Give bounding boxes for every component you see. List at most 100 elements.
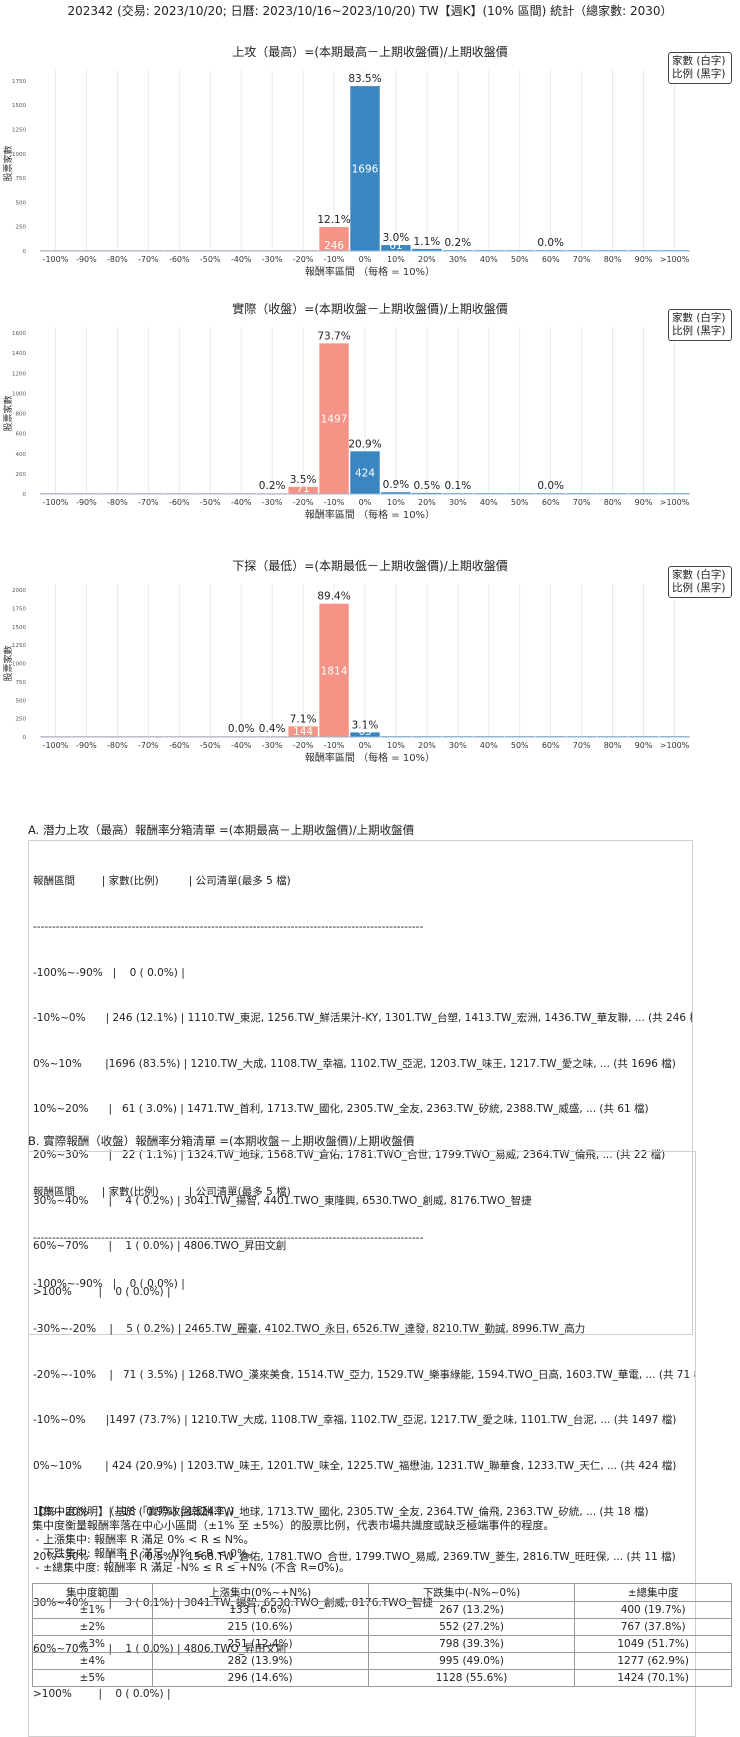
concentration-rule-down: - 下跌集中: 報酬率 R 滿足 -N% ≤ R < 0%。 [32,1547,259,1560]
x-tick-label: 90% [635,741,653,750]
x-tick-label: -70% [138,498,159,507]
x-tick-label: -10% [324,498,345,507]
x-tick-label: 0% [359,741,372,750]
x-tick-label: -60% [169,741,190,750]
bar [350,451,380,494]
bar-count-label: 1497 [321,414,348,426]
bar-percent-label: 0.2% [259,480,286,492]
y-axis-label: 股票家數 [2,145,14,181]
table-cell: 798 (39.3%) [367,1635,576,1653]
x-tick-label: -90% [76,741,97,750]
chart-title: 實際（收盤）=(本期收盤－上期收盤價)/上期收盤價 [232,301,507,316]
x-tick-label: 20% [418,741,436,750]
bar-percent-label: 73.7% [317,330,350,342]
bar-count-label: 63 [358,726,371,738]
legend-line-ratio: 比例 (黑字) [672,325,726,337]
bar [319,343,349,494]
table-cell: 251 (12.4%) [151,1635,369,1653]
chart-high: 上攻（最高）=(本期最高－上期收盤價)/上期收盤價 0 250 500 750 1000 1… [0,40,740,280]
x-tick-label: -40% [231,255,252,264]
y-tick-label: 500 [16,200,27,206]
listing-line: >100% | 0 ( 0.0%) | [33,1285,171,1298]
bar-percent-label: 3.0% [383,232,410,244]
bar-percent-label: 0.2% [445,237,472,249]
x-tick-label: -30% [262,255,283,264]
concentration-desc: 集中度衡量報酬率落在中心小區間（±1% 至 ±5%）的股票比例，代表市場共識度或… [32,1519,555,1532]
listing-line: 10%~20% | 61 ( 3.0%) | 1471.TW_首利, 1713.… [33,1103,649,1116]
x-tick-label: 50% [511,498,529,507]
table-row: ±4% 282 (13.9%) 995 (49.0%) 1277 (62.9%) [32,1652,732,1670]
x-tick-label: 50% [511,741,529,750]
bar [350,732,380,737]
x-tick-label: 70% [573,255,591,264]
table-cell: 400 (19.7%) [574,1601,732,1619]
x-tick-label: -80% [107,498,128,507]
listing-a-heading: A. 潛力上攻（最高）報酬率分箱清單 =(本期最高－上期收盤價)/上期收盤價 [28,823,415,837]
x-tick-label: 10% [387,498,405,507]
listing-line: 60%~70% | 1 ( 0.0%) | 4806.TWO_昇田文創 [33,1240,287,1253]
legend-line-ratio: 比例 (黑字) [672,68,726,80]
table-cell: ±2% [32,1618,153,1636]
y-tick-label: 600 [16,432,27,438]
x-tick-label: 80% [604,498,622,507]
bar-count-label: 18 [389,483,402,495]
bar-percent-label: 0.0% [537,480,564,492]
y-tick-label: 400 [16,452,27,458]
table-cell: 282 (13.9%) [151,1652,369,1670]
x-tick-label: -20% [293,498,314,507]
listing-line: ----------------------------------------… [33,1232,424,1245]
bar-percent-label: 20.9% [348,438,381,450]
y-tick-label: 1200 [12,371,26,377]
x-tick-label: 10% [387,741,405,750]
table-header-row: 集中度範圍 上漲集中(0%~+N%) 下跌集中(-N%~0%) ±總集中度 [32,1583,732,1602]
table-cell: 1128 (55.6%) [367,1669,576,1687]
table-cell: 267 (13.2%) [367,1601,576,1619]
table-cell: 296 (14.6%) [151,1669,369,1687]
chart-title: 上攻（最高）=(本期最高－上期收盤價)/上期收盤價 [232,44,507,59]
x-tick-label: -100% [43,741,69,750]
bar-count-label: 424 [355,468,375,480]
x-tick-label: 10% [387,255,405,264]
x-tick-label: 40% [480,498,498,507]
table-row: ±3% 251 (12.4%) 798 (39.3%) 1049 (51.7%) [32,1635,732,1653]
listing-line: -10%~0% | 246 (12.1%) | 1110.TW_東泥, 1256… [33,1012,693,1025]
y-tick-label: 200 [16,472,27,478]
y-tick-label: 1400 [12,351,26,357]
x-tick-label: 50% [511,255,529,264]
x-axis-label: 報酬率區間 （每格 = 10%） [305,751,435,764]
y-axis-label: 股票家數 [2,395,14,431]
x-tick-label: 60% [542,498,560,507]
bar [319,603,349,737]
bar-percent-label: 1.1% [414,236,441,248]
x-tick-label: -40% [231,498,252,507]
x-tick-label: -50% [200,498,221,507]
x-axis-label: 報酬率區間 （每格 = 10%） [305,508,435,521]
bar-count-label: 11 [420,483,433,495]
table-row: ±5% 296 (14.6%) 1128 (55.6%) 1424 (70.1%… [32,1669,732,1687]
bar-percent-label: 89.4% [317,591,350,603]
x-tick-label: 0% [359,498,372,507]
x-tick-label: 20% [418,255,436,264]
y-tick-label: 1250 [12,643,26,649]
x-tick-label: -50% [200,255,221,264]
bar-count-label: 246 [324,240,344,252]
y-tick-label: 1750 [12,606,26,612]
bar [381,492,411,494]
chart-close: 實際（收盤）=(本期收盤－上期收盤價)/上期收盤價 0 200 400 600 800 10… [0,297,740,537]
x-tick-label: -70% [138,255,159,264]
bar-percent-label: 0.9% [383,479,410,491]
y-tick-label: 750 [16,176,27,182]
x-tick-label: 40% [480,741,498,750]
listing-line: 0%~10% | 424 (20.9%) | 1203.TW_味王, 1201.… [33,1460,677,1473]
y-tick-label: 2000 [12,588,26,594]
x-tick-label: -80% [107,255,128,264]
x-tick-label: -70% [138,741,159,750]
bar-count-label: 22 [420,240,433,252]
chart-low: 下探（最低）=(本期最低－上期收盤價)/上期收盤價 0 250 500 750 1000 1… [0,554,740,814]
x-tick-label: >100% [660,741,690,750]
y-tick-label: 800 [16,412,27,418]
bar-count-label: 144 [293,726,313,738]
bar [319,227,349,251]
bar-count-label: 71 [296,483,309,495]
chart-low-svg: 下探（最低）=(本期最低－上期收盤價)/上期收盤價 0 250 500 750 1000 1… [2,559,690,764]
